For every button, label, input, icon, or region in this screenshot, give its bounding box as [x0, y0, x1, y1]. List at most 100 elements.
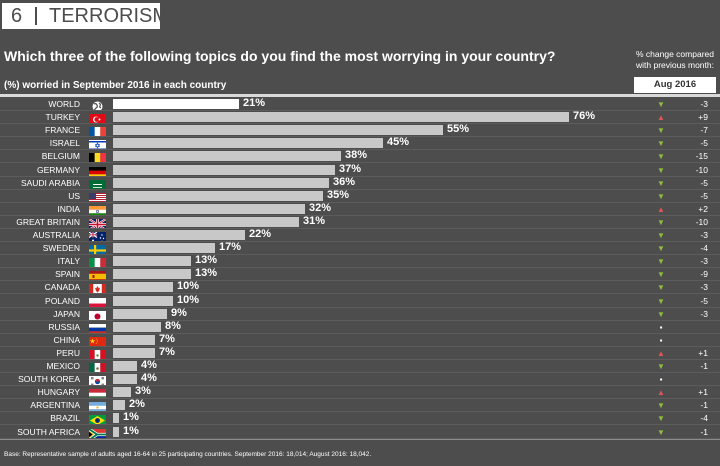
- data-label: 13%: [195, 254, 218, 267]
- chart-row-argentina: ARGENTINA 2% ▼ -1: [0, 398, 720, 413]
- change-value: -5: [700, 190, 708, 201]
- data-label: 4%: [141, 359, 157, 371]
- change-value: -5: [700, 138, 708, 149]
- japan-flag-icon: [89, 309, 106, 320]
- data-label: 36%: [333, 175, 356, 188]
- italy-flag-icon: [89, 256, 106, 268]
- chart-subtitle: (%) worried in September 2016 in each co…: [4, 80, 227, 91]
- change-value: -1: [700, 400, 708, 411]
- change-value: -4: [700, 413, 708, 424]
- bar: [113, 426, 119, 437]
- israel-flag-icon: [89, 138, 106, 150]
- category-label: BRAZIL: [50, 413, 80, 424]
- chart-bottom-rule: [0, 439, 720, 440]
- bar: [113, 99, 239, 109]
- down-arrow-icon: ▼: [657, 270, 665, 280]
- chart-row-israel: ISRAEL 45% ▼ -5: [0, 136, 720, 151]
- data-label: 3%: [135, 385, 151, 398]
- chart-row-peru: PERU 7% ▲ +1: [0, 346, 720, 360]
- bar: [113, 256, 191, 267]
- change-value: -5: [700, 295, 708, 306]
- down-arrow-icon: ▼: [657, 257, 665, 267]
- down-arrow-icon: ▼: [657, 191, 665, 201]
- great-britain-flag-icon: [89, 217, 106, 228]
- category-label: HUNGARY: [37, 387, 80, 398]
- change-value: -9: [700, 269, 708, 280]
- category-label: SWEDEN: [42, 243, 80, 254]
- chart-row-south-korea: SOUTH KOREA 4% ▪: [0, 372, 720, 387]
- hungary-flag-icon: [89, 387, 106, 399]
- chart-row-australia: AUSTRALIA 22% ▼ -3: [0, 228, 720, 242]
- section-title: TERRORISM: [49, 5, 169, 27]
- south-africa-flag-icon: [89, 427, 106, 438]
- section-number: 6: [11, 5, 23, 27]
- south-korea-flag-icon: [89, 374, 106, 386]
- data-label: 4%: [141, 372, 157, 385]
- chart-top-rule: [0, 94, 720, 97]
- germany-flag-icon: [89, 165, 106, 176]
- category-label: CHINA: [53, 334, 80, 345]
- down-arrow-icon: ▼: [657, 414, 665, 424]
- spain-flag-icon: [89, 269, 106, 281]
- category-label: SOUTH AFRICA: [17, 426, 80, 437]
- change-value: -3: [700, 256, 708, 267]
- data-label: 9%: [171, 306, 187, 319]
- data-label: 2%: [129, 398, 145, 411]
- category-label: BELGIUM: [41, 151, 80, 162]
- down-arrow-icon: ▼: [657, 152, 665, 162]
- chart-row-south-africa: SOUTH AFRICA 1% ▼ -1: [0, 425, 720, 439]
- bar: [113, 321, 161, 332]
- bar: [113, 151, 341, 162]
- bar: [113, 282, 173, 293]
- change-value: +9: [698, 112, 708, 123]
- data-label: 1%: [123, 411, 139, 424]
- russia-flag-icon: [89, 322, 106, 333]
- bar: [113, 138, 383, 149]
- data-label: 21%: [243, 97, 266, 109]
- category-label: ARGENTINA: [30, 400, 80, 411]
- down-arrow-icon: ▼: [657, 178, 665, 188]
- poland-flag-icon: [89, 296, 106, 307]
- category-label: CANADA: [44, 282, 80, 293]
- category-label: GERMANY: [37, 164, 80, 175]
- data-label: 8%: [165, 319, 181, 332]
- no-change-icon: ▪: [659, 335, 663, 345]
- bar: [113, 190, 323, 201]
- category-label: INDIA: [57, 203, 80, 214]
- bar: [113, 164, 335, 175]
- peru-flag-icon: [89, 348, 106, 359]
- up-arrow-icon: ▲: [657, 113, 665, 123]
- bar: [113, 112, 569, 123]
- down-arrow-icon: ▼: [657, 165, 665, 175]
- change-value: -1: [700, 361, 708, 371]
- data-label: 10%: [177, 280, 200, 293]
- bar: [113, 413, 119, 424]
- chart-row-turkey: TURKEY 76% ▲ +9: [0, 110, 720, 125]
- bar: [113, 400, 125, 411]
- category-label: FRANCE: [45, 125, 80, 136]
- down-arrow-icon: ▼: [657, 427, 665, 437]
- data-label: 55%: [447, 123, 470, 136]
- france-flag-icon: [89, 125, 106, 137]
- down-arrow-icon: ▼: [657, 283, 665, 293]
- no-change-icon: ▪: [659, 322, 663, 332]
- chart-row-italy: ITALY 13% ▼ -3: [0, 254, 720, 269]
- bar: [113, 177, 329, 188]
- change-value: +1: [698, 347, 708, 358]
- canada-flag-icon: [89, 282, 106, 294]
- chart-row-sweden: SWEDEN 17% ▼ -4: [0, 241, 720, 256]
- category-label: POLAND: [45, 295, 80, 306]
- change-value: -3: [700, 282, 708, 293]
- down-arrow-icon: ▼: [657, 296, 665, 306]
- chart-row-japan: JAPAN 9% ▼ -3: [0, 306, 720, 321]
- category-label: AUSTRALIA: [32, 230, 80, 240]
- category-label: ITALY: [57, 256, 80, 267]
- down-arrow-icon: ▼: [657, 139, 665, 149]
- brazil-flag-icon: [89, 413, 106, 425]
- bar: [113, 269, 191, 280]
- up-arrow-icon: ▲: [657, 348, 665, 358]
- change-value: -10: [695, 216, 708, 227]
- bar: [113, 216, 299, 227]
- data-label: 31%: [303, 214, 326, 227]
- down-arrow-icon: ▼: [657, 126, 665, 136]
